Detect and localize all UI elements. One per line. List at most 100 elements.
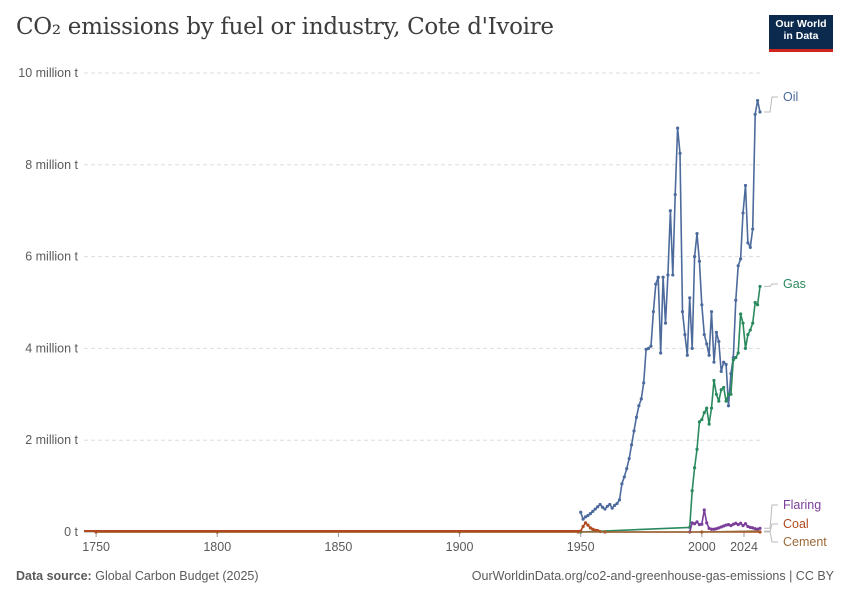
oil-point <box>695 232 699 236</box>
y-tick-label: 2 million t <box>25 433 78 447</box>
legend-connector <box>764 283 778 287</box>
oil-point <box>644 347 648 351</box>
oil-point <box>603 507 607 511</box>
oil-point <box>627 456 631 461</box>
oil-point <box>581 517 585 521</box>
flaring-point <box>690 521 694 525</box>
x-tick-label: 1950 <box>567 540 595 554</box>
gas-point <box>705 406 709 410</box>
gas-point <box>751 321 755 325</box>
flaring-point <box>724 523 728 527</box>
oil-point <box>651 310 655 314</box>
flaring-point <box>753 527 757 531</box>
gas-point <box>714 392 718 396</box>
oil-point <box>743 183 748 188</box>
x-tick-label: 1750 <box>82 540 110 554</box>
gas-point <box>722 385 726 390</box>
flaring-point <box>712 527 716 531</box>
oil-point <box>593 507 597 511</box>
oil-point <box>726 404 731 408</box>
oil-point <box>608 502 612 507</box>
coal-point <box>583 521 588 525</box>
x-tick-label: 2024 <box>730 540 758 554</box>
legend-label-flaring: Flaring <box>783 498 821 512</box>
oil-point <box>746 241 750 245</box>
gas-point <box>748 328 752 332</box>
oil-point <box>649 344 653 348</box>
flaring-point <box>692 522 697 526</box>
x-tick-label: 2000 <box>688 540 716 554</box>
oil-point <box>722 360 726 364</box>
legend-connector <box>764 523 778 533</box>
oil-point <box>639 397 643 401</box>
oil-point <box>700 303 704 307</box>
gas-point <box>743 346 748 350</box>
oil-point <box>591 509 595 513</box>
flaring-point <box>746 524 750 529</box>
oil-point <box>610 506 614 510</box>
flaring-point <box>714 527 718 531</box>
gas-point <box>755 303 760 307</box>
oil-point <box>692 255 697 259</box>
oil-point <box>753 112 757 116</box>
flaring-point <box>695 520 699 524</box>
flaring-point <box>758 526 762 530</box>
oil-point <box>637 404 641 408</box>
oil-point <box>751 227 755 231</box>
y-tick-label: 10 million t <box>18 66 78 80</box>
gas-point <box>729 392 733 396</box>
y-tick-label: 0 t <box>64 525 78 539</box>
coal-point <box>588 526 592 530</box>
oil-point <box>714 330 718 334</box>
gas-point <box>702 411 706 415</box>
oil-point <box>588 512 592 516</box>
oil-point <box>736 264 740 268</box>
oil-point <box>663 321 668 325</box>
gas-point <box>758 284 762 289</box>
oil-point <box>697 259 702 263</box>
oil-point <box>717 339 721 344</box>
legend-connector <box>764 96 778 113</box>
series-gas <box>579 284 762 534</box>
oil-point <box>734 298 738 302</box>
flaring-point <box>726 523 731 527</box>
coal-point <box>591 527 595 531</box>
oil-point <box>632 429 636 433</box>
gas-point <box>700 417 704 422</box>
data-source: Data source: Global Carbon Budget (2025) <box>16 569 259 583</box>
flaring-point <box>707 526 711 530</box>
logo-line-2: in Data <box>783 29 819 42</box>
gas-point <box>697 420 702 424</box>
oil-point <box>741 211 745 215</box>
oil-point <box>702 333 706 337</box>
owid-logo[interactable]: Our World in Data <box>769 15 833 52</box>
chart-title: CO₂ emissions by fuel or industry, Cote … <box>16 14 554 40</box>
oil-point <box>654 282 658 286</box>
legend-label-oil: Oil <box>783 90 798 104</box>
oil-point <box>680 310 685 314</box>
footer-url[interactable]: OurWorldinData.org/co2-and-greenhouse-ga… <box>471 569 834 583</box>
x-tick-label: 1850 <box>325 540 353 554</box>
series-oil <box>579 98 762 521</box>
oil-point <box>673 193 677 197</box>
oil-point <box>683 333 687 337</box>
oil-point <box>613 503 617 507</box>
legend-connector <box>764 530 778 543</box>
y-axis: 0 t 2 million t 4 million t 6 million t 8 mi… <box>18 66 78 539</box>
oil-point <box>659 351 663 355</box>
gas-point <box>707 422 711 426</box>
oil-point <box>622 475 626 479</box>
data-source-text[interactable]: Global Carbon Budget (2025) <box>95 569 259 583</box>
oil-point <box>705 342 709 346</box>
oil-point <box>755 98 760 103</box>
gas-point <box>692 466 697 470</box>
coal-point <box>581 524 585 529</box>
data-source-label: Data source: <box>16 569 92 583</box>
oil-point <box>605 504 609 508</box>
oil-point <box>719 369 723 373</box>
oil-point <box>685 353 689 357</box>
oil-point <box>739 257 743 261</box>
oil-point <box>656 275 660 279</box>
gas-point <box>753 300 757 305</box>
